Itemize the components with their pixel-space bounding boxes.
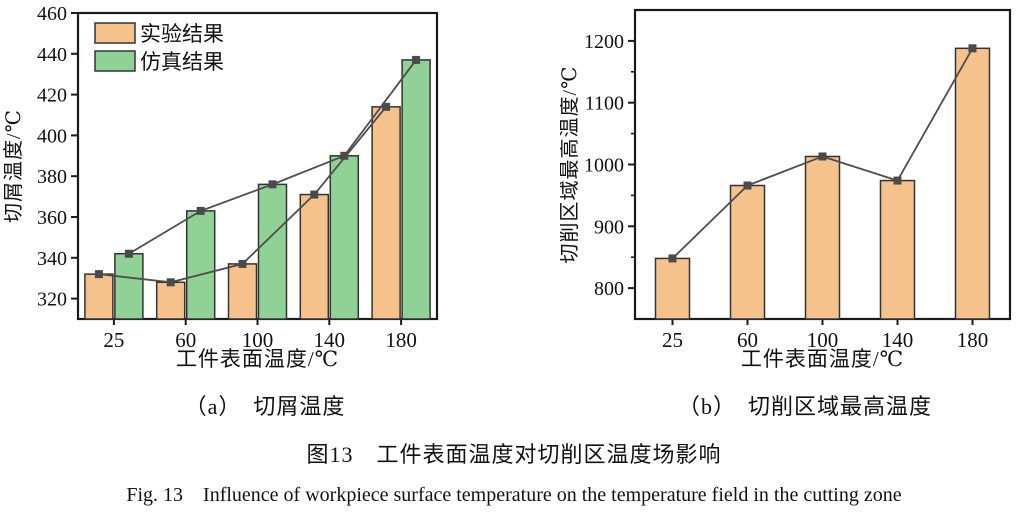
svg-text:切屑温度/℃: 切屑温度/℃ (2, 109, 25, 223)
svg-text:1000: 1000 (584, 155, 624, 177)
svg-text:1200: 1200 (584, 31, 624, 53)
svg-text:100: 100 (242, 328, 274, 352)
svg-text:140: 140 (882, 328, 914, 352)
max-cutting-zone-temperature-chart: 800 900 1000 1100 1200 25 60 100 140 180 工件表面温度/℃ 切… (560, 8, 1012, 371)
svg-text:1100: 1100 (585, 93, 624, 115)
svg-text:420: 420 (37, 85, 67, 107)
svg-text:工件表面温度/℃: 工件表面温度/℃ (176, 347, 339, 371)
svg-text:仿真结果: 仿真结果 (140, 50, 224, 74)
figure-caption-english: Fig. 13 Influence of workpiece surface t… (126, 484, 902, 506)
svg-text:140: 140 (314, 328, 346, 352)
svg-text:切削区域最高温度/℃: 切削区域最高温度/℃ (560, 66, 581, 264)
svg-text:180: 180 (385, 328, 417, 352)
svg-text:60: 60 (737, 328, 758, 352)
svg-text:25: 25 (662, 328, 683, 352)
chip-temperature-chart: 320 340 360 380 400 420 440 460 25 60 100 140 180 工件表… (2, 3, 439, 371)
svg-text:320: 320 (37, 289, 67, 311)
svg-text:100: 100 (807, 328, 839, 352)
svg-text:800: 800 (594, 278, 624, 300)
svg-text:380: 380 (37, 166, 67, 188)
svg-text:工件表面温度/℃: 工件表面温度/℃ (741, 347, 904, 371)
svg-text:25: 25 (103, 328, 124, 352)
svg-text:900: 900 (594, 216, 624, 238)
figure-caption-chinese: 图13 工件表面温度对切削区温度场影响 (306, 442, 722, 467)
svg-text:400: 400 (37, 125, 67, 147)
svg-text:340: 340 (37, 248, 67, 270)
svg-text:180: 180 (957, 328, 989, 352)
svg-text:60: 60 (175, 328, 196, 352)
subfigure-b-caption: （b） 切削区域最高温度 (677, 394, 932, 419)
svg-text:360: 360 (37, 207, 67, 229)
svg-text:440: 440 (37, 44, 67, 66)
svg-text:460: 460 (37, 3, 67, 25)
subfigure-a-caption: （a） 切屑温度 (184, 394, 346, 419)
svg-text:实验结果: 实验结果 (140, 22, 224, 46)
